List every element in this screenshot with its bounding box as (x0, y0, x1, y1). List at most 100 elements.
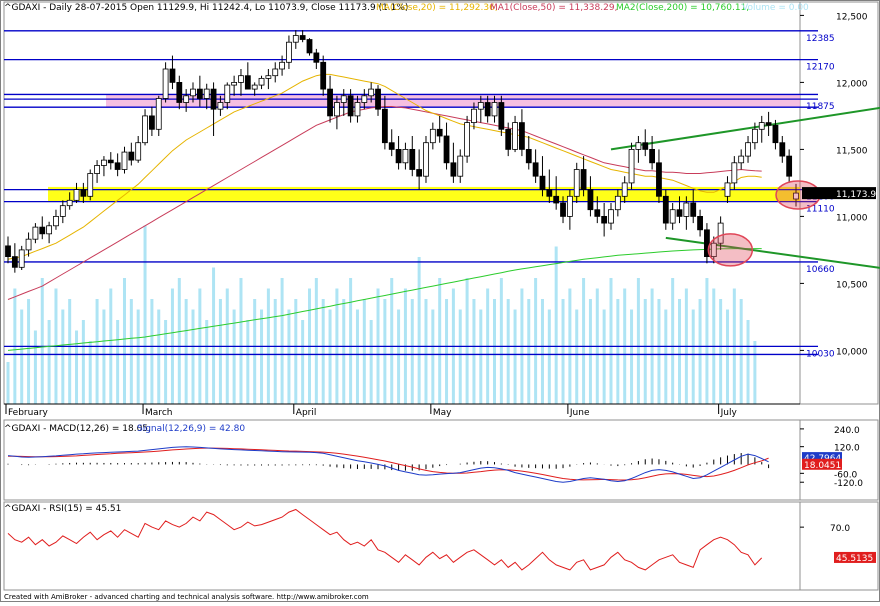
candle-bull (272, 68, 279, 77)
candle-bull (46, 225, 53, 235)
macd-signal-header: Signal(12,26,9) = 42.80 (137, 424, 245, 434)
candle-bear (128, 151, 135, 161)
volume-bar (527, 299, 531, 404)
candle-bear (786, 155, 793, 177)
month-label: February (8, 408, 49, 418)
volume-bar (75, 330, 79, 404)
macd-plot-area (3, 419, 801, 501)
candle-bull (512, 122, 518, 150)
candle-bear (169, 68, 176, 83)
volume-bar (383, 299, 387, 404)
candle-bear (587, 189, 594, 211)
candle-bull (53, 215, 59, 227)
candle-bull (710, 242, 717, 257)
rsi-line (7, 508, 763, 571)
candle-bear (436, 128, 443, 137)
rsi-axis-area (799, 501, 879, 591)
volume-bar (671, 278, 675, 404)
volume-bar (273, 299, 277, 404)
candle-bull (669, 209, 676, 224)
volume-bar (540, 299, 544, 404)
candle-bear (546, 189, 553, 197)
volume-bar (122, 278, 126, 404)
macd-axis-label: 240.0 (834, 426, 860, 436)
volume-bar (157, 309, 161, 404)
macd-axis-label: -60.0 (834, 470, 858, 480)
last-close-box (802, 187, 876, 200)
candle-bear (210, 88, 217, 110)
candle-bull (731, 162, 738, 184)
candle-bull (724, 182, 731, 197)
volume-bar (390, 278, 394, 404)
candle-bull (491, 102, 498, 117)
candle-bull (471, 108, 477, 123)
volume-bar (445, 299, 449, 404)
candle-bull (566, 195, 573, 217)
price-axis-label: 12,500 (836, 12, 868, 22)
volume-bar (116, 320, 120, 404)
volume-bar (362, 299, 366, 404)
candle-bear (594, 209, 601, 217)
candle-bear (765, 122, 772, 126)
candle-bear (649, 148, 656, 164)
price-axis-label: 11,000 (836, 213, 868, 223)
candle-bull (286, 41, 292, 63)
volume-bar (61, 309, 65, 404)
candle-bear (388, 142, 395, 150)
volume-bar (349, 278, 353, 404)
candle-bull (217, 102, 224, 110)
candle-bull (135, 142, 142, 161)
volume-bar (294, 299, 298, 404)
volume-bar (40, 278, 44, 404)
candle-bull (628, 148, 635, 184)
level-label: 10030 (806, 349, 835, 359)
volume-bar (287, 309, 291, 404)
candle-bear (772, 124, 779, 144)
volume-bar (616, 299, 620, 404)
volume-bar (753, 341, 757, 404)
volume-bar (184, 299, 188, 404)
volume-bar (636, 278, 640, 404)
volume-bar (81, 320, 85, 404)
volume-bar (561, 299, 565, 404)
volume-bar (554, 246, 558, 404)
candle-bull (368, 88, 375, 97)
candle-bull (608, 209, 614, 224)
volume-bar (129, 299, 133, 404)
candle-bull (32, 226, 39, 240)
candle-bear (450, 162, 457, 177)
candle-bear (148, 115, 155, 130)
candle-bear (327, 88, 333, 117)
low-highlight-ellipse (707, 233, 754, 267)
last-close-label: 11,173.9 (836, 190, 876, 200)
volume-bar (260, 309, 264, 404)
candle-bear (443, 135, 450, 164)
candle-bear (196, 88, 203, 99)
candle-bull (354, 102, 361, 117)
month-label: April (296, 408, 317, 418)
candle-bull (635, 142, 642, 150)
volume-bar (588, 299, 592, 404)
candle-bull (18, 249, 25, 268)
footer-credit: Created with AmiBroker - advanced charti… (4, 593, 369, 601)
price-pane[interactable]: 1238512170118751120011110106601003010,00… (3, 1, 880, 418)
volume-bar (472, 299, 476, 404)
candle-bull (66, 199, 73, 207)
volume-bar (68, 299, 72, 404)
candle-bear (642, 142, 649, 150)
candle-bull (464, 122, 470, 157)
candle-bear (299, 35, 306, 40)
candle-bull (423, 142, 429, 177)
candle-bear (416, 169, 423, 177)
volume-header: Volume = 0.00 (742, 3, 809, 13)
rsi-pane[interactable]: 70.0 45.5135 (3, 501, 879, 591)
candle-bear (697, 215, 703, 231)
volume-bar (643, 299, 647, 404)
candle-bull (717, 222, 724, 244)
month-label: July (720, 408, 738, 418)
candle-bear (484, 102, 491, 117)
volume-bar (575, 309, 579, 404)
candle-bull (292, 35, 299, 43)
